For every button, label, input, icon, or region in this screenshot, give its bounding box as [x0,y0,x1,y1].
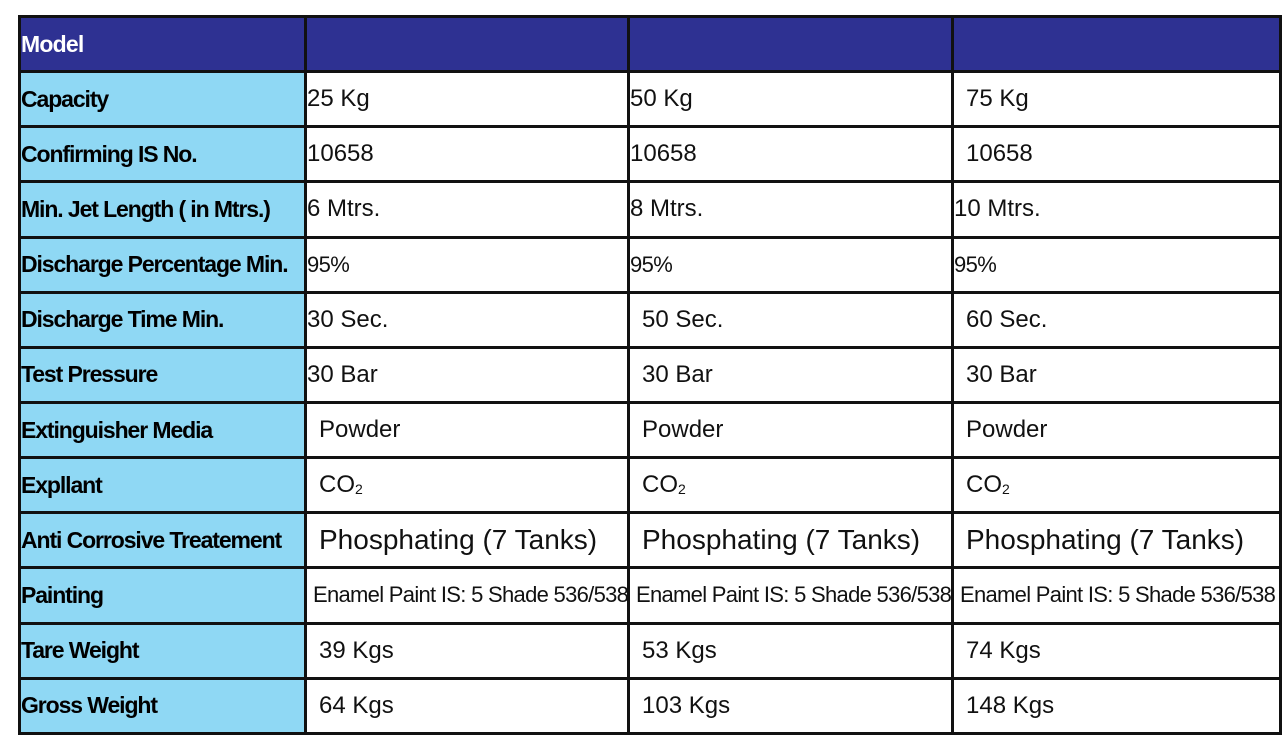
value-cell: Phosphating (7 Tanks) [627,511,954,570]
spec-table: Model Capacity 25 Kg 50 Kg 75 Kg Confirm… [18,14,1282,736]
value-cell: 30 Sec. [304,290,630,349]
row-label: Confirming IS No. [18,125,307,184]
value-cell: 30 Bar [951,345,1282,404]
header-row: Model [18,14,1282,74]
value-cell: Enamel Paint IS: 5 Shade 536/538 [304,566,630,625]
value-cell: 74 Kgs [951,621,1282,680]
value-cell: 10658 [627,125,954,184]
value-cell: 6 Mtrs. [304,180,630,239]
row-expllant: Expllant CO2 CO2 CO2 [18,456,1282,515]
row-label: Min. Jet Length ( in Mtrs.) [18,180,307,239]
value-cell: CO2 [951,456,1282,515]
value-cell: Powder [627,400,954,460]
value-cell: 60 Sec. [951,290,1282,349]
value-cell: 148 Kgs [951,676,1282,736]
value-cell: 39 Kgs [304,621,630,680]
row-label: Tare Weight [18,621,307,680]
value-cell: Powder [304,400,630,460]
row-label: Discharge Time Min. [18,290,307,349]
row-label: Gross Weight [18,676,307,736]
row-label: Expllant [18,456,307,515]
value-cell: 95% [627,235,954,294]
co-text: CO [642,471,678,499]
model-label: Model [18,14,307,74]
row-label: Discharge Percentage Min. [18,235,307,294]
value-cell: Powder [951,400,1282,460]
value-cell: Phosphating (7 Tanks) [304,511,630,570]
value-cell: Enamel Paint IS: 5 Shade 536/538 [951,566,1282,625]
row-label: Capacity [18,70,307,129]
model-cell-1 [304,14,630,74]
value-cell: 10658 [304,125,630,184]
row-label: Test Pressure [18,345,307,404]
row-discharge-percentage: Discharge Percentage Min. 95% 95% 95% [18,235,1282,294]
value-cell: 30 Bar [627,345,954,404]
value-cell: Enamel Paint IS: 5 Shade 536/538 [627,566,954,625]
value-cell: 10658 [951,125,1282,184]
value-cell: 10 Mtrs. [951,180,1282,239]
model-cell-3 [951,14,1282,74]
row-discharge-time: Discharge Time Min. 30 Sec. 50 Sec. 60 S… [18,290,1282,349]
subscript: 2 [355,481,363,498]
row-label: Painting [18,566,307,625]
value-cell: 64 Kgs [304,676,630,736]
co-text: CO [319,471,355,499]
value-cell: Phosphating (7 Tanks) [951,511,1282,570]
row-extinguisher-media: Extinguisher Media Powder Powder Powder [18,400,1282,460]
value-cell: 50 Kg [627,70,954,129]
subscript: 2 [1002,481,1010,498]
row-anti-corrosive: Anti Corrosive Treatement Phosphating (7… [18,511,1282,570]
row-label: Extinguisher Media [18,400,307,460]
row-painting: Painting Enamel Paint IS: 5 Shade 536/53… [18,566,1282,625]
value-cell: 50 Sec. [627,290,954,349]
value-cell: 53 Kgs [627,621,954,680]
row-gross-weight: Gross Weight 64 Kgs 103 Kgs 148 Kgs [18,676,1282,736]
value-cell: 95% [304,235,630,294]
row-confirming-is-no: Confirming IS No. 10658 10658 10658 [18,125,1282,184]
subscript: 2 [678,481,686,498]
value-cell: 8 Mtrs. [627,180,954,239]
model-cell-2 [627,14,954,74]
value-cell: CO2 [304,456,630,515]
co-text: CO [966,471,1002,499]
row-test-pressure: Test Pressure 30 Bar 30 Bar 30 Bar [18,345,1282,404]
value-cell: 30 Bar [304,345,630,404]
row-label: Anti Corrosive Treatement [18,511,307,570]
row-tare-weight: Tare Weight 39 Kgs 53 Kgs 74 Kgs [18,621,1282,680]
row-capacity: Capacity 25 Kg 50 Kg 75 Kg [18,70,1282,129]
value-cell: 95% [951,235,1282,294]
value-cell: 25 Kg [304,70,630,129]
value-cell: 103 Kgs [627,676,954,736]
value-cell: CO2 [627,456,954,515]
row-min-jet-length: Min. Jet Length ( in Mtrs.) 6 Mtrs. 8 Mt… [18,180,1282,239]
value-cell: 75 Kg [951,70,1282,129]
